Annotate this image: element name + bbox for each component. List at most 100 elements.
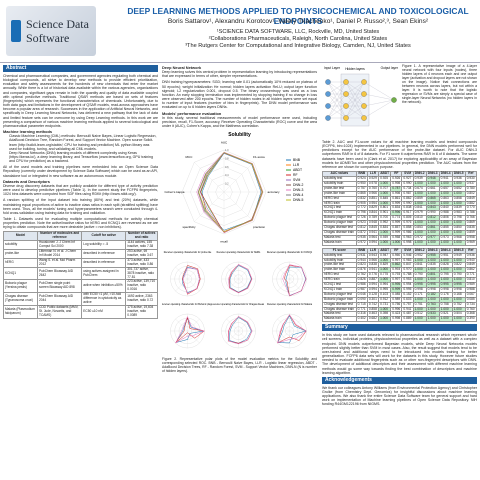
- series-polygon: [196, 151, 264, 233]
- series-polygon: [228, 264, 253, 294]
- connection: [327, 81, 347, 119]
- spoke: [187, 319, 200, 332]
- spoke: [223, 162, 254, 193]
- table-cell: 0.969: [464, 239, 477, 246]
- table-cell: 1.000: [378, 316, 392, 323]
- bullet: Deep Neural Networks (DNN) learning mode…: [9, 151, 158, 163]
- paragraph: In this study, several traditional measu…: [162, 115, 317, 129]
- table-row: hERG Wang S. et al. Mol Pharm 2012 describ…: [3, 257, 158, 268]
- series-polygon: [228, 264, 253, 294]
- radar-chart: Receiver operating characteristic for hE…: [217, 251, 261, 297]
- spoke: [226, 279, 239, 292]
- table-row: hERG test 0.762 0.776 0.775 0.793 0.788 0.790 0…: [322, 272, 477, 279]
- paragraph: A random splitting of the input dataset …: [3, 198, 158, 215]
- table-cell: CDD Public datasets (MMV, St. Jude, Nova…: [37, 304, 83, 319]
- logo: Science Data Software: [6, 6, 96, 56]
- series-polygon: [201, 153, 262, 231]
- table-cell: Malaria train: [322, 316, 357, 323]
- table-cell: PubChem Bioassay AID 2642: [37, 266, 83, 281]
- spoke: [289, 331, 302, 344]
- chart-title: Receiver operating characteristic for Bu…: [162, 303, 213, 306]
- table-cell: 1.000: [390, 239, 403, 246]
- legend-label: DNN-2: [293, 183, 303, 187]
- neuron: [391, 97, 397, 103]
- series-polygon: [277, 314, 307, 344]
- connection: [363, 99, 395, 107]
- table-cell: 1.000: [412, 316, 427, 323]
- table-row: solubility test 0.924 0.929 0.925 0.926 0.927…: [322, 176, 477, 182]
- chart-title: Receiver operating characteristic for pr…: [164, 251, 212, 254]
- table-cell: 1.000: [378, 239, 392, 246]
- radar-chart: Receiver operating characteristic for Bu…: [162, 303, 213, 349]
- series-polygon: [282, 264, 307, 297]
- radar-chart: Receiver operating characteristic for Ch…: [213, 303, 264, 349]
- connection: [327, 105, 347, 119]
- radar-chart: Solubility 0.2 0.4 0.6 0.8 1.0 AUC F1-score accu…: [164, 132, 303, 244]
- chart-title: Receiver operating characteristic for Ma…: [267, 303, 313, 306]
- figure-caption: Figure 2. Representative polar plots of …: [162, 356, 317, 373]
- logo-text: Software: [26, 31, 70, 45]
- table-cell: 0.402: [355, 316, 368, 323]
- r-tick-label: 0.6: [225, 165, 229, 169]
- table-row: Malaria train 0.402 0.682 1.000 0.998 0.889 1.…: [322, 316, 477, 323]
- table-row: Bubonic plague train 0.090 0.301 0.912 0.989…: [322, 296, 477, 303]
- neuron: [361, 103, 367, 109]
- table-cell: 1.000: [412, 239, 427, 246]
- spoke: [289, 279, 302, 292]
- connection: [345, 105, 365, 119]
- table-cell: 0.889: [401, 316, 414, 323]
- table-cell: Chagas disease (Typanosoma cruzi): [3, 292, 39, 306]
- data-table: Model Number of molecules and reference Cu…: [3, 231, 158, 319]
- legend-label: DNN-3: [293, 188, 303, 192]
- connection: [363, 81, 395, 101]
- table-cell: 1.000: [451, 239, 466, 246]
- spoke: [223, 192, 254, 222]
- network-diagram: Input Layer Hidden layers Output layer: [324, 66, 399, 127]
- connection: [345, 81, 365, 119]
- neuron: [361, 79, 367, 85]
- figure: Input Layer Hidden layers Output layer Figu…: [322, 64, 477, 138]
- axis-label: precision: [253, 225, 265, 229]
- paragraph: Table 1. Datasets used for evaluating mu…: [3, 217, 158, 230]
- table-cell: 373 active, 433 inactive, ratio 0.86: [125, 257, 158, 268]
- table-row: Malaria (Plasmodium falciparum) CDD Publi…: [3, 304, 158, 319]
- axis-label: MCC: [186, 155, 194, 159]
- table-header: Model: [3, 231, 39, 242]
- connection: [345, 81, 365, 107]
- table-cell: 0.994: [366, 239, 380, 246]
- bullet: Classic Machine Learning (CML) methods: …: [9, 134, 158, 151]
- table-cell: 1.000: [451, 316, 466, 323]
- layer-label: Output layer: [381, 66, 399, 70]
- spoke: [187, 279, 200, 292]
- connection: [327, 81, 347, 107]
- radar-chart: Receiver operating characteristic for KC…: [267, 251, 313, 297]
- table-cell: using actives assigned in PubChem: [81, 266, 127, 281]
- table-cell: probe-like: [3, 249, 39, 259]
- neuron: [343, 79, 349, 85]
- paragraph: Table 2. AUC and F1-score values for all…: [322, 140, 477, 169]
- table-cell: hERG: [3, 257, 39, 268]
- paragraph: All of the used models and training pipe…: [3, 165, 158, 178]
- r-tick-label: 0.2: [225, 182, 229, 186]
- neuron: [325, 103, 331, 109]
- table-cell: 0.998: [401, 239, 414, 246]
- table-cell: 1.000: [438, 239, 453, 246]
- section-heading: Summary: [322, 324, 477, 332]
- axis-label: specificity: [182, 225, 196, 229]
- neuron: [361, 91, 367, 97]
- connection: [327, 81, 347, 95]
- table-cell: active when inhibition ≥50%: [81, 279, 127, 294]
- table-cell: Malaria (Plasmodium falciparum): [3, 304, 39, 319]
- connection: [345, 81, 365, 95]
- spoke: [289, 267, 302, 280]
- table-cell: EC50 ≤10 nM: [81, 304, 127, 319]
- r-tick-label: 0.8: [225, 157, 229, 161]
- table-cell: 301,737 active, 3878 inactive, ratio 77.…: [125, 266, 158, 281]
- series-polygon: [175, 317, 204, 344]
- table-row: KCNQ1 test 0.986 0.994 0.994 0.995 0.994 0.995…: [322, 282, 477, 288]
- table-row: solubility test 0.931 0.943 0.947 0.950 0.946…: [322, 252, 477, 259]
- neuron: [361, 115, 367, 121]
- axis-label: accuracy: [268, 190, 281, 194]
- layer-label: Input Layer: [324, 66, 341, 70]
